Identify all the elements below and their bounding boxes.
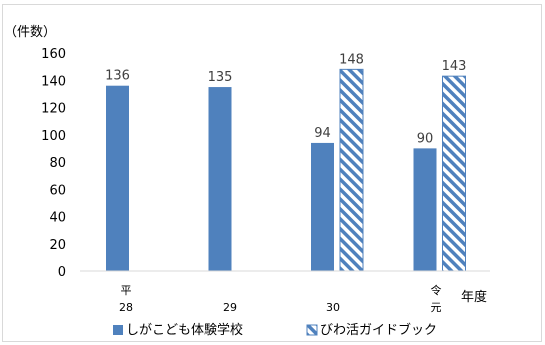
bar-series2 [339, 68, 364, 272]
x-tick-label: 平 [121, 284, 132, 297]
y-tick-label: 100 [41, 129, 66, 144]
y-tick-label: 40 [49, 211, 66, 226]
x-tick-label: 元 [431, 301, 442, 314]
bar-series1 [413, 148, 437, 271]
x-tick-label: 29 [223, 301, 237, 314]
x-axis-ticks: 平 28 29 30 令元 [119, 283, 442, 314]
bars [106, 68, 466, 272]
legend-label-series2: びわ活ガイドブック [320, 322, 437, 338]
y-tick-label: 80 [49, 156, 66, 171]
bar-series2 [442, 75, 466, 272]
y-tick-label: 140 [41, 74, 66, 89]
x-axis-label: 年度 [461, 289, 487, 305]
y-tick-label: 160 [41, 47, 66, 62]
y-tick-label: 120 [41, 102, 66, 117]
legend-swatch-series2 [306, 324, 318, 336]
y-axis-label: （件数） [4, 25, 56, 40]
x-tick-label: 28 [119, 301, 133, 314]
data-label: 135 [208, 70, 233, 85]
legend-label-series1: しがこども体験学校 [126, 322, 243, 338]
data-label: 136 [105, 69, 130, 84]
y-axis-ticks: 0 20 40 60 80 100 120 140 160 [41, 47, 66, 280]
legend: しがこども体験学校 びわ活ガイドブック [113, 322, 437, 338]
bar-series1 [208, 87, 232, 271]
x-tick-label: 30 [326, 301, 340, 314]
data-label: 148 [339, 52, 364, 67]
y-tick-label: 20 [49, 238, 66, 253]
data-label: 143 [442, 59, 467, 74]
data-labels: 136 135 94 90 148 143 [105, 52, 466, 146]
bar-series1 [106, 85, 129, 271]
data-label: 90 [417, 131, 434, 146]
legend-swatch-series1 [113, 325, 123, 335]
y-tick-label: 0 [58, 265, 66, 280]
bar-series1 [311, 142, 334, 271]
y-tick-label: 60 [49, 183, 66, 198]
x-tick-label: 令 [431, 283, 442, 297]
data-label: 94 [314, 126, 331, 141]
